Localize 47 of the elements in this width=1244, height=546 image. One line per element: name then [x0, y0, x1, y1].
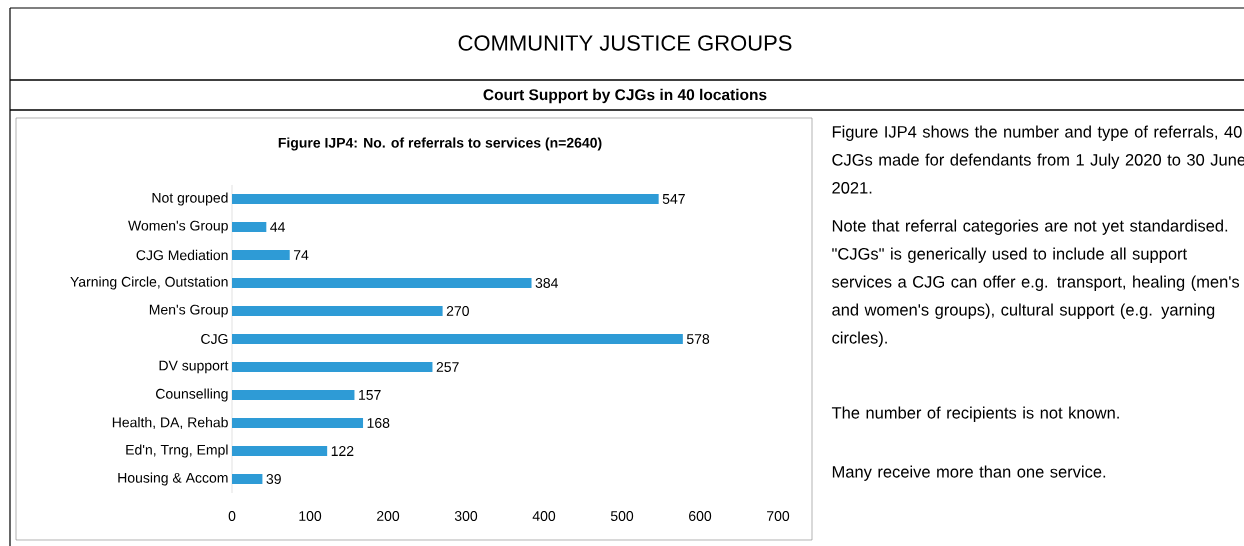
- bar: [232, 418, 364, 428]
- y-tick-label: Housing & Accom: [118, 472, 228, 486]
- bar: [232, 250, 290, 260]
- bar: [232, 446, 328, 456]
- y-tick-label: Ed'n, Trng, Empl: [126, 444, 228, 458]
- bar: [232, 278, 532, 288]
- data-label: 74: [293, 250, 309, 260]
- y-tick-label: Yarning Circle, Outstation: [70, 276, 228, 290]
- x-tick-label: 400: [532, 511, 556, 521]
- bar: [232, 334, 683, 344]
- text: The number of recipients is not known.: [831, 406, 1119, 422]
- bar: [232, 362, 433, 372]
- data-label: 578: [686, 334, 710, 344]
- x-tick-label: 700: [767, 511, 790, 521]
- y-tick-label: Men's Group: [149, 304, 228, 318]
- x-tick-label: 200: [377, 511, 400, 521]
- x-tick-label: 600: [689, 511, 712, 521]
- text: Note that referral categories are not yet standardised. "CJGs" is generically used to include all support services a CJG can offer e.g. transport, healing (men's and women's groups), cultural support (e.g. yarning circles).: [832, 219, 1240, 347]
- y-tick-label: Counselling: [156, 388, 228, 402]
- bar: [232, 306, 443, 316]
- data-label: 39: [266, 474, 281, 484]
- bar: [232, 474, 263, 484]
- data-label: 168: [367, 418, 390, 428]
- data-label: 384: [535, 278, 558, 288]
- data-label: 122: [331, 446, 354, 456]
- data-label: 270: [446, 306, 469, 316]
- data-label: 547: [662, 194, 685, 204]
- text: COMMUNITY JUSTICE GROUPS: [458, 35, 792, 51]
- y-tick-label: Not grouped: [152, 192, 228, 206]
- x-tick-label: 0: [228, 511, 236, 521]
- x-tick-label: 500: [610, 511, 634, 521]
- y-tick-label: DV support: [159, 360, 229, 374]
- data-label: 257: [436, 362, 459, 372]
- x-tick-label: 100: [299, 511, 322, 521]
- y-tick-label: CJG Mediation: [136, 249, 228, 261]
- y-tick-label: Health, DA, Rehab: [112, 417, 228, 429]
- bar: [232, 194, 659, 204]
- data-label: 44: [270, 222, 286, 232]
- x-tick-label: 300: [454, 511, 478, 521]
- y-tick-label: CJG: [201, 334, 228, 344]
- text: Many receive more than one service.: [832, 465, 1106, 481]
- bar: [232, 222, 267, 232]
- chart-title: Figure IJP4: No. of referrals to services (n=2640): [278, 137, 602, 151]
- bar: [232, 390, 355, 400]
- text: Court Support by CJGs in 40 locations: [483, 88, 767, 104]
- y-tick-label: Women's Group: [128, 220, 228, 234]
- data-label: 157: [359, 390, 381, 400]
